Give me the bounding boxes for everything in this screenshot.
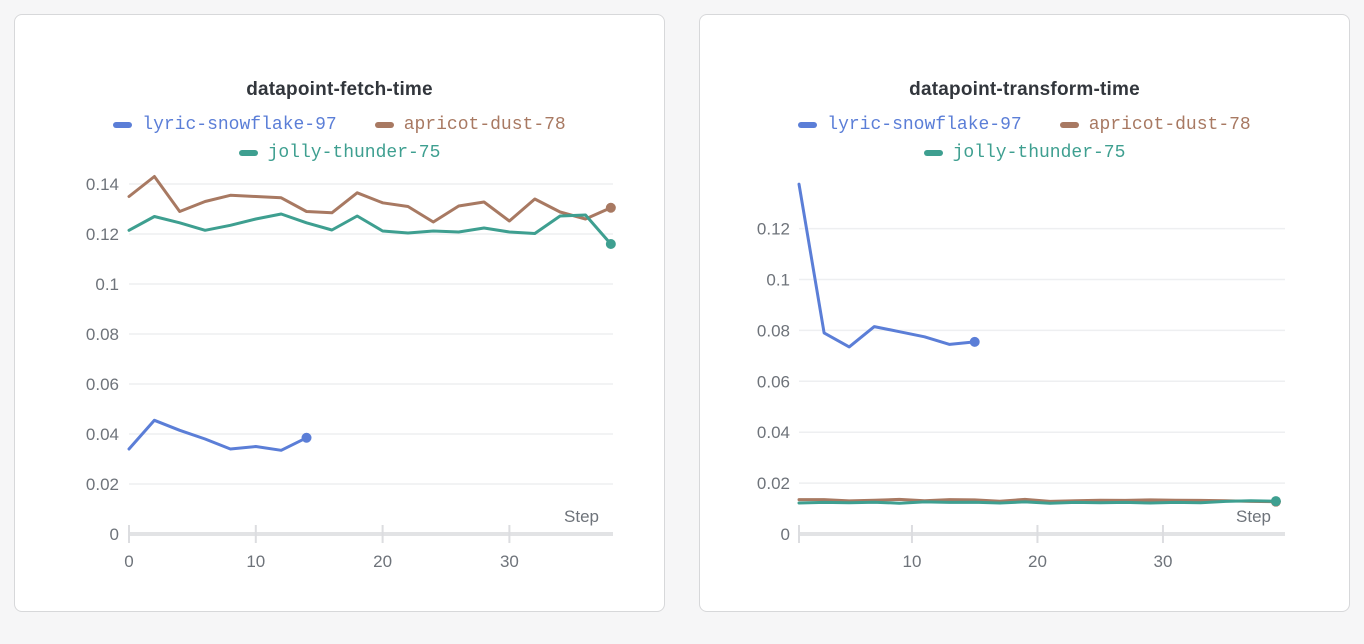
y-tick-label: 0.04 bbox=[86, 425, 119, 444]
legend-item-apricot-dust-78: apricot-dust-78 bbox=[1059, 111, 1251, 139]
x-tick-label: 30 bbox=[1153, 552, 1172, 571]
y-tick-label: 0.08 bbox=[86, 325, 119, 344]
legend: lyric-snowflake-97 apricot-dust-78 jolly… bbox=[700, 111, 1349, 167]
x-axis-label: Step bbox=[564, 507, 599, 526]
legend-item-lyric-snowflake-97: lyric-snowflake-97 bbox=[798, 111, 1022, 139]
x-tick-label: 0 bbox=[124, 552, 133, 571]
y-tick-label: 0.02 bbox=[757, 474, 790, 493]
y-tick-label: 0.04 bbox=[757, 423, 790, 442]
chart-title: datapoint-fetch-time bbox=[246, 79, 433, 100]
series-end-dot-lyric-snowflake-97 bbox=[301, 432, 312, 443]
panel-datapoint-fetch-time[interactable]: datapoint-fetch-time lyric-snowflake-97 … bbox=[14, 14, 665, 612]
y-tick-label: 0.12 bbox=[86, 225, 119, 244]
series-line-jolly-thunder-75 bbox=[127, 212, 613, 246]
y-tick-label: 0.06 bbox=[86, 375, 119, 394]
series-dash-icon bbox=[374, 122, 394, 128]
series-line-lyric-snowflake-97 bbox=[127, 418, 308, 452]
y-tick-label: 0.14 bbox=[86, 175, 119, 194]
legend-row: lyric-snowflake-97 apricot-dust-78 bbox=[798, 111, 1251, 139]
legend-label: jolly-thunder-75 bbox=[952, 143, 1126, 163]
legend-label: lyric-snowflake-97 bbox=[142, 115, 337, 135]
panel-datapoint-transform-time[interactable]: datapoint-transform-time lyric-snowflake… bbox=[699, 14, 1350, 612]
x-tick-label: 20 bbox=[1028, 552, 1047, 571]
legend-item-jolly-thunder-75: jolly-thunder-75 bbox=[923, 139, 1126, 167]
y-tick-label: 0.12 bbox=[757, 220, 790, 239]
series-end-dot-lyric-snowflake-97 bbox=[969, 336, 980, 347]
legend-label: lyric-snowflake-97 bbox=[827, 115, 1022, 135]
x-axis-label: Step bbox=[1236, 507, 1271, 526]
y-tick-label: 0.1 bbox=[95, 275, 119, 294]
legend-row: lyric-snowflake-97 apricot-dust-78 bbox=[113, 111, 566, 139]
y-tick-label: 0 bbox=[781, 525, 790, 544]
y-tick-label: 0.1 bbox=[766, 271, 790, 290]
transform-time-plot-area[interactable]: 0 0.02 0.04 0.06 0.08 0.1 0.12 10 20 30 Step bbox=[700, 171, 1350, 611]
legend-item-jolly-thunder-75: jolly-thunder-75 bbox=[238, 139, 441, 167]
chart-title: datapoint-transform-time bbox=[909, 79, 1140, 100]
series-line-lyric-snowflake-97 bbox=[797, 182, 977, 349]
y-tick-label: 0.06 bbox=[757, 372, 790, 391]
x-tick-label: 10 bbox=[902, 552, 921, 571]
series-end-dot-apricot-dust-78 bbox=[605, 202, 616, 213]
series-dash-icon bbox=[238, 150, 258, 156]
x-tick-label: 10 bbox=[246, 552, 265, 571]
y-tick-label: 0 bbox=[110, 525, 119, 544]
x-tick-label: 20 bbox=[373, 552, 392, 571]
legend-label: jolly-thunder-75 bbox=[267, 143, 441, 163]
series-line-apricot-dust-78 bbox=[797, 497, 1278, 504]
series-dash-icon bbox=[1059, 122, 1079, 128]
series-line-jolly-thunder-75 bbox=[797, 499, 1278, 505]
legend-row: jolly-thunder-75 bbox=[923, 139, 1126, 167]
series-end-dot-jolly-thunder-75 bbox=[605, 239, 616, 249]
legend-label: apricot-dust-78 bbox=[1088, 115, 1251, 135]
legend-label: apricot-dust-78 bbox=[403, 115, 566, 135]
series-dash-icon bbox=[923, 150, 943, 156]
x-tick-label: 30 bbox=[500, 552, 519, 571]
y-tick-label: 0.02 bbox=[86, 475, 119, 494]
legend-item-apricot-dust-78: apricot-dust-78 bbox=[374, 111, 566, 139]
series-end-dot-jolly-thunder-75 bbox=[1270, 496, 1281, 507]
fetch-time-plot-area[interactable]: 0 0.02 0.04 0.06 0.08 0.1 0.12 0.14 0 10 20 30 Step bbox=[15, 171, 665, 611]
series-dash-icon bbox=[113, 122, 133, 128]
legend: lyric-snowflake-97 apricot-dust-78 jolly… bbox=[15, 111, 664, 167]
legend-row: jolly-thunder-75 bbox=[238, 139, 441, 167]
legend-item-lyric-snowflake-97: lyric-snowflake-97 bbox=[113, 111, 337, 139]
y-tick-label: 0.08 bbox=[757, 321, 790, 340]
series-line-apricot-dust-78 bbox=[127, 175, 613, 224]
series-dash-icon bbox=[798, 122, 818, 128]
